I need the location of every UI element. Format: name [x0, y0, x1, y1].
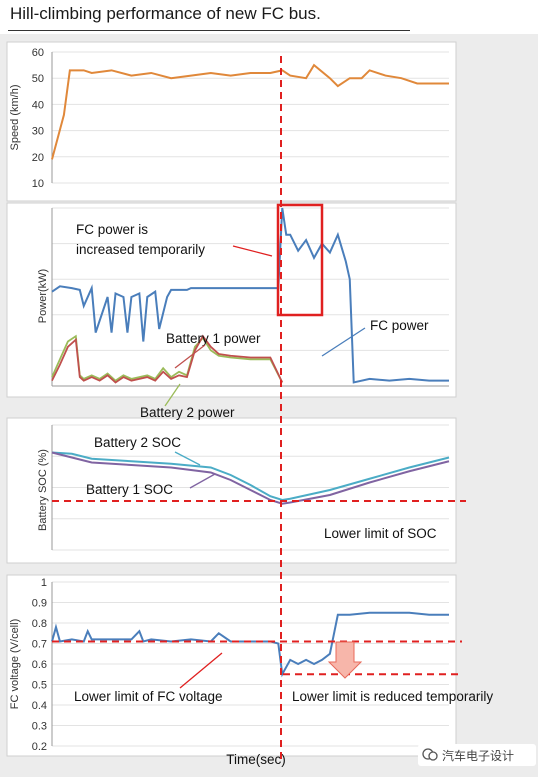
y-tick-label: 10: [32, 178, 44, 190]
y-tick-label: 1: [41, 577, 47, 589]
speed-series-line: [51, 63, 449, 160]
highlight-box: [276, 203, 324, 317]
annotation-battery-2-power: Battery 2 power: [140, 405, 235, 420]
y-tick-label: 50: [32, 73, 44, 85]
reduce-arrow-icon: [327, 641, 363, 679]
annotation-arrow-line: [164, 383, 181, 407]
annotation-arrow-line: [174, 451, 201, 466]
page-title: Hill-climbing performance of new FC bus.: [10, 4, 321, 23]
series-line-battery-2-soc: [51, 451, 450, 502]
series-line-battery-1-soc: [51, 451, 450, 505]
annotation-battery-1-soc: Battery 1 SOC: [86, 482, 173, 497]
annotation-arrow-line: [321, 327, 366, 357]
fc-voltage-series-line: [51, 611, 449, 678]
y-tick-label: 0.7: [32, 639, 47, 651]
y-tick-label: 0.4: [32, 700, 47, 712]
annotation-fc-power: FC power: [370, 318, 429, 333]
series-line-fc-power: [51, 207, 449, 384]
y-axis-label: Battery SOC (%): [37, 449, 49, 531]
annotation-arrow-line: [179, 652, 223, 689]
y-tick-label: 0.9: [32, 598, 47, 610]
y-axis-label: Speed (km/h): [9, 84, 21, 150]
annotation-arrow-line: [189, 473, 216, 489]
annotation-lower-limit-soc: Lower limit of SOC: [324, 526, 437, 541]
y-tick-label: 40: [32, 99, 44, 111]
y-tick-label: 20: [32, 152, 44, 164]
annotation-fc-power-increased: FC power is: [76, 222, 148, 237]
watermark-badge: 汽车电子设计: [418, 744, 536, 766]
title-underline: [8, 30, 410, 31]
chart-panel-2: [6, 202, 457, 398]
y-tick-label: 0.5: [32, 680, 47, 692]
y-tick-label: 0.2: [32, 741, 47, 753]
annotation-arrow-line: [174, 344, 206, 369]
annotation-battery-1-power: Battery 1 power: [166, 331, 261, 346]
y-tick-label: 30: [32, 126, 44, 138]
x-axis-label: Time(sec): [226, 752, 286, 767]
wechat-icon: [422, 748, 438, 761]
y-tick-label: 0.3: [32, 721, 47, 733]
y-axis-label: FC voltage (V/cell): [9, 619, 21, 709]
chart-panel-3: [6, 417, 457, 564]
annotation-lower-limit-reduced: Lower limit is reduced temporarily: [292, 689, 493, 704]
series-line-battery-1-power: [51, 334, 284, 384]
y-tick-label: 0.6: [32, 659, 47, 671]
annotation-battery-2-soc: Battery 2 SOC: [94, 435, 181, 450]
watermark-text: 汽车电子设计: [442, 749, 515, 763]
annotation-fc-power-increased: increased temporarily: [76, 242, 205, 257]
annotation-arrow-line: [232, 245, 273, 257]
y-tick-label: 0.8: [32, 618, 47, 630]
chart-panel-1: [6, 41, 457, 202]
y-axis-label: Power(kW): [37, 269, 49, 323]
annotation-lower-limit-fc-voltage: Lower limit of FC voltage: [74, 689, 223, 704]
y-tick-label: 60: [32, 47, 44, 59]
